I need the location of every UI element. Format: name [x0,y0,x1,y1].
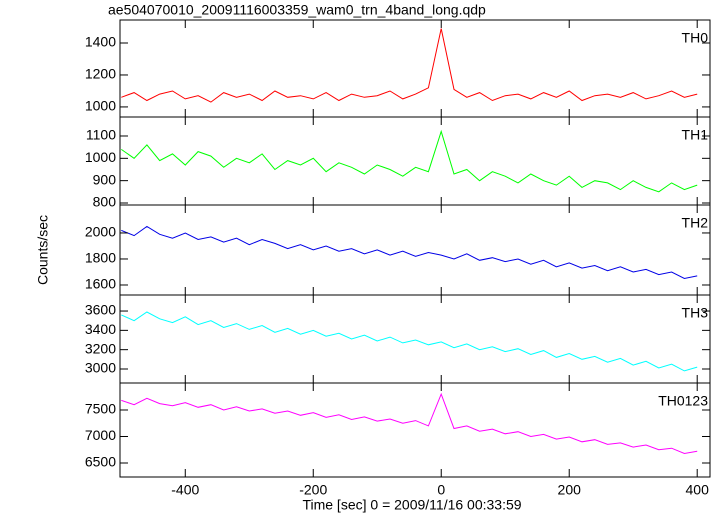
panel-label: TH0123 [658,393,708,409]
chart-title: ae504070010_20091116003359_wam0_trn_4ban… [108,2,486,18]
panel-label: TH0 [682,30,709,46]
y-tick-label: 1000 [85,98,116,114]
y-tick-label: 3200 [85,340,116,356]
panel-frame [119,382,711,478]
panel-label: TH1 [682,127,709,143]
y-tick-label: 800 [93,194,117,210]
y-tick-label: 3600 [85,302,116,318]
y-tick-label: 6500 [85,454,116,470]
x-tick-label: 0 [437,482,445,498]
y-tick-label: 1000 [85,149,116,165]
x-tick-label: -200 [299,482,327,498]
y-tick-label: 900 [93,171,117,187]
panel-frame [119,116,711,206]
y-tick-label: 1600 [85,276,116,292]
panel-frame [119,19,711,118]
panel-label: TH2 [682,215,709,231]
x-tick-label: 200 [558,482,582,498]
data-line [121,129,698,193]
y-tick-label: 1400 [85,34,116,50]
y-tick-label: 1100 [86,127,116,143]
y-tick-label: 1200 [85,66,116,82]
data-line [121,28,698,103]
y-tick-label: 7500 [85,401,116,417]
panel-label: TH3 [682,305,709,321]
data-line [121,311,698,372]
y-tick-label: 3000 [85,360,116,376]
y-axis-label: Counts/sec [35,215,51,285]
y-tick-label: 3400 [85,321,116,337]
panel-frame [119,294,711,384]
x-tick-label: -400 [171,482,199,498]
data-line [121,392,698,455]
x-tick-label: 400 [686,482,710,498]
y-tick-label: 1800 [85,250,116,266]
y-tick-label: 2000 [85,224,116,240]
panel-frame [119,204,711,296]
x-axis-label: Time [sec] 0 = 2009/11/16 00:33:59 [302,497,521,513]
data-line [121,225,698,280]
y-tick-label: 7000 [85,427,116,443]
